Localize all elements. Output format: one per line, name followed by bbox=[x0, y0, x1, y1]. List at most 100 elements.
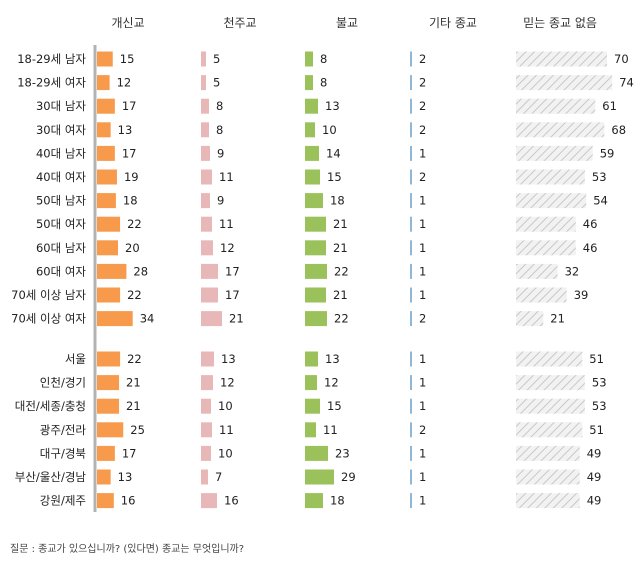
data-label: 18 bbox=[123, 194, 138, 208]
data-label: 10 bbox=[322, 123, 337, 137]
data-label: 17 bbox=[122, 446, 137, 460]
bar bbox=[201, 398, 211, 414]
data-label: 21 bbox=[333, 217, 348, 231]
data-label: 12 bbox=[220, 376, 235, 390]
data-label: 17 bbox=[122, 99, 137, 113]
bar bbox=[410, 398, 412, 414]
category-label: 70세 이상 남자 bbox=[11, 288, 86, 302]
category-label: 서울 bbox=[65, 352, 86, 366]
bar bbox=[201, 375, 213, 391]
bar bbox=[410, 351, 412, 367]
data-label: 9 bbox=[217, 146, 224, 160]
data-label: 1 bbox=[419, 146, 426, 160]
bar bbox=[516, 122, 605, 138]
bar bbox=[305, 169, 320, 185]
bar bbox=[516, 351, 583, 367]
data-label: 22 bbox=[127, 217, 142, 231]
category-label: 40대 남자 bbox=[36, 146, 86, 160]
bar bbox=[201, 422, 212, 438]
bar bbox=[97, 375, 120, 391]
data-label: 1 bbox=[419, 288, 426, 302]
data-label: 1 bbox=[419, 241, 426, 255]
category-label: 60대 남자 bbox=[36, 241, 86, 255]
bar bbox=[97, 422, 124, 438]
row: 70세 이상 여자 34 21 22 2 21 bbox=[11, 311, 565, 327]
bar bbox=[97, 98, 115, 114]
data-label: 15 bbox=[327, 170, 342, 184]
bar bbox=[201, 263, 218, 279]
bar bbox=[516, 469, 580, 485]
data-label: 74 bbox=[619, 76, 634, 90]
bar bbox=[97, 493, 114, 509]
bar bbox=[305, 469, 334, 485]
bar bbox=[516, 311, 544, 327]
data-label: 49 bbox=[587, 494, 602, 508]
bar bbox=[410, 263, 412, 279]
data-label: 61 bbox=[602, 99, 617, 113]
data-label: 70 bbox=[614, 52, 629, 66]
data-label: 11 bbox=[219, 217, 234, 231]
category-label: 광주/전라 bbox=[40, 423, 87, 437]
data-label: 53 bbox=[592, 170, 607, 184]
row: 대구/경북 17 10 23 1 49 bbox=[40, 445, 602, 461]
category-label: 18-29세 여자 bbox=[17, 76, 86, 90]
category-label: 50대 여자 bbox=[36, 217, 86, 231]
bar bbox=[410, 493, 412, 509]
bar bbox=[516, 422, 583, 438]
data-label: 1 bbox=[419, 217, 426, 231]
data-label: 49 bbox=[587, 446, 602, 460]
bar bbox=[305, 375, 317, 391]
bar bbox=[97, 469, 111, 485]
bar bbox=[201, 193, 210, 209]
category-label: 18-29세 남자 bbox=[17, 52, 86, 66]
data-label: 12 bbox=[117, 76, 132, 90]
category-label: 30대 남자 bbox=[36, 99, 86, 113]
row: 30대 여자 13 8 10 2 68 bbox=[36, 122, 626, 138]
bar bbox=[516, 145, 593, 161]
bar bbox=[305, 263, 327, 279]
data-label: 1 bbox=[419, 194, 426, 208]
bar bbox=[201, 469, 208, 485]
bar bbox=[97, 51, 113, 67]
bar bbox=[516, 375, 585, 391]
column-header: 천주교 bbox=[223, 15, 256, 30]
data-label: 46 bbox=[583, 241, 598, 255]
column-header: 불교 bbox=[336, 16, 358, 30]
data-label: 51 bbox=[589, 352, 604, 366]
bar bbox=[305, 311, 327, 327]
category-label: 대구/경북 bbox=[40, 446, 86, 460]
data-label: 11 bbox=[219, 170, 234, 184]
data-label: 34 bbox=[140, 312, 155, 326]
bar bbox=[97, 216, 121, 232]
bar bbox=[97, 351, 121, 367]
bar bbox=[201, 351, 214, 367]
data-label: 9 bbox=[217, 194, 224, 208]
bar bbox=[201, 122, 209, 138]
bar bbox=[305, 145, 319, 161]
bar bbox=[305, 240, 326, 256]
data-label: 2 bbox=[419, 170, 426, 184]
data-label: 8 bbox=[320, 76, 327, 90]
data-label: 59 bbox=[600, 146, 615, 160]
data-label: 8 bbox=[320, 52, 327, 66]
data-label: 1 bbox=[419, 352, 426, 366]
row: 18-29세 남자 15 5 8 2 70 bbox=[17, 51, 629, 67]
data-label: 21 bbox=[126, 376, 141, 390]
data-label: 17 bbox=[225, 264, 240, 278]
data-label: 53 bbox=[592, 376, 607, 390]
row: 30대 남자 17 8 13 2 61 bbox=[36, 98, 617, 114]
bar bbox=[410, 240, 412, 256]
row: 18-29세 여자 12 5 8 2 74 bbox=[17, 75, 634, 91]
row: 인천/경기 21 12 12 1 53 bbox=[40, 375, 607, 391]
data-label: 1 bbox=[419, 399, 426, 413]
bar bbox=[97, 445, 115, 461]
bar bbox=[201, 445, 211, 461]
bar bbox=[516, 263, 558, 279]
data-label: 1 bbox=[419, 376, 426, 390]
data-label: 25 bbox=[130, 423, 145, 437]
row: 광주/전라 25 11 11 2 51 bbox=[40, 422, 604, 438]
data-label: 22 bbox=[127, 352, 142, 366]
row: 50대 남자 18 9 18 1 54 bbox=[36, 193, 608, 209]
data-label: 2 bbox=[419, 52, 426, 66]
data-label: 11 bbox=[219, 423, 234, 437]
